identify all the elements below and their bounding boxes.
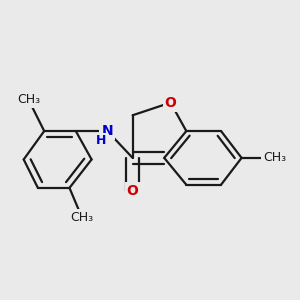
Text: O: O [127, 184, 139, 198]
Text: CH₃: CH₃ [17, 93, 40, 106]
Text: H: H [96, 134, 106, 147]
Text: O: O [165, 96, 176, 110]
Text: CH₃: CH₃ [70, 212, 94, 224]
Text: CH₃: CH₃ [263, 152, 286, 164]
Text: N: N [102, 124, 113, 138]
